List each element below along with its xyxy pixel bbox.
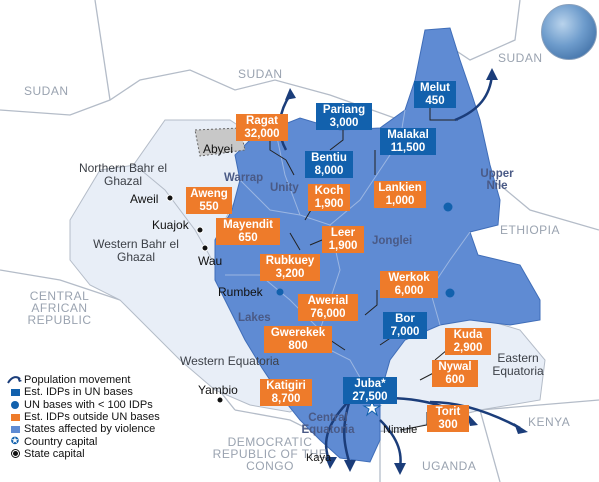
- state-label: Unity: [270, 182, 299, 194]
- idp-box-outside: Gwerekek 800: [264, 326, 332, 353]
- legend-item: UN bases with < 100 IDPs: [6, 399, 160, 411]
- un-base-dot: [443, 202, 453, 212]
- legend-item: State capital: [6, 448, 160, 460]
- country-label: ETHIOPIA: [500, 223, 561, 237]
- state-capital-dots: [166, 194, 224, 404]
- idp-box-outside: Ragat 32,000: [236, 114, 288, 141]
- state-label: Lakes: [238, 312, 271, 324]
- idp-box-outside: Katigiri 8,700: [260, 379, 312, 406]
- idp-box-un: Bentiu 8,000: [305, 151, 353, 178]
- idp-box-outside: Koch 1,900: [308, 184, 350, 211]
- idp-box-un: Melut 450: [414, 81, 456, 108]
- country-label: UGANDA: [422, 459, 477, 473]
- city-label: Nimule: [383, 424, 418, 436]
- state-label: Upper Nile: [480, 168, 514, 192]
- country-capital-star: [362, 398, 382, 417]
- legend-item: Est. IDPs in UN bases: [6, 386, 160, 398]
- state-label: Warrap: [224, 172, 264, 184]
- abyei-label: Abyei: [203, 142, 234, 156]
- light-blue-square-icon: [6, 425, 24, 433]
- south-sudan-west: [69, 164, 311, 413]
- dot-icon: [6, 449, 24, 459]
- legend-item: Population movement: [6, 374, 160, 386]
- country-label: SUDAN: [238, 67, 283, 81]
- legend-item: Est. IDPs outside UN bases: [6, 411, 160, 423]
- state-label: Western Bahr el Ghazal: [93, 237, 179, 264]
- idp-box-outside: Awerial 76,000: [298, 294, 358, 321]
- idp-box-un: Malakal 11,500: [380, 128, 436, 155]
- city-label: Yambio: [198, 383, 238, 397]
- city-label: Rumbek: [218, 285, 263, 299]
- state-label: Northern Bahr el Ghazal: [78, 161, 168, 188]
- blue-dot-icon: [6, 400, 24, 409]
- blue-square-icon: [6, 388, 24, 396]
- city-label: Kuajok: [152, 218, 189, 232]
- country-label: CENTRAL AFRICAN REPUBLIC: [27, 289, 92, 327]
- arrow-heads: [285, 68, 528, 475]
- country-label: DEMOCRATIC REPUBLIC OF THE CONGO: [212, 435, 328, 473]
- idp-box-outside: Werkok 6,000: [380, 271, 438, 298]
- idp-box-outside: Kuda 2,900: [445, 328, 491, 355]
- idp-box-outside: Torit 300: [427, 405, 469, 432]
- idp-box-un: Pariang 3,000: [316, 103, 372, 130]
- city-label: Aweil: [130, 192, 159, 206]
- idp-box-outside: Leer 1,900: [322, 226, 364, 253]
- legend: Population movement Est. IDPs in UN base…: [6, 374, 160, 460]
- state-label: Jonglei: [372, 235, 413, 247]
- state-label: Central Equatoria: [301, 412, 355, 436]
- legend-item: ✪ Country capital: [6, 435, 160, 448]
- idp-box-outside: Nywal 600: [432, 360, 478, 387]
- arrow-icon: [6, 375, 24, 385]
- state-label: Western Equatoria: [180, 354, 280, 368]
- city-label: Wau: [198, 254, 223, 268]
- idp-box-outside: Mayendit 650: [216, 218, 280, 245]
- country-label: KENYA: [528, 415, 571, 429]
- abyei-region: [194, 127, 246, 157]
- locator-globe: [541, 4, 597, 60]
- un-base-dot: [445, 288, 455, 298]
- idp-box-un: Bor 7,000: [383, 312, 427, 339]
- orange-square-icon: [6, 413, 24, 421]
- idp-box-outside: Rubkuey 3,200: [260, 254, 320, 281]
- un-base-dot: [276, 288, 284, 296]
- city-label: Kaya: [306, 452, 332, 464]
- idp-box-outside: Lankien 1,000: [374, 181, 426, 208]
- country-label: SUDAN: [24, 84, 69, 98]
- legend-item: States affected by violence: [6, 423, 160, 435]
- country-label: SUDAN: [498, 51, 543, 65]
- state-label: Eastern Equatoria: [492, 351, 544, 378]
- star-icon: ✪: [10, 435, 20, 447]
- idp-box-outside: Aweng 550: [186, 187, 232, 214]
- idp-box-un: Juba* 27,500: [343, 377, 397, 404]
